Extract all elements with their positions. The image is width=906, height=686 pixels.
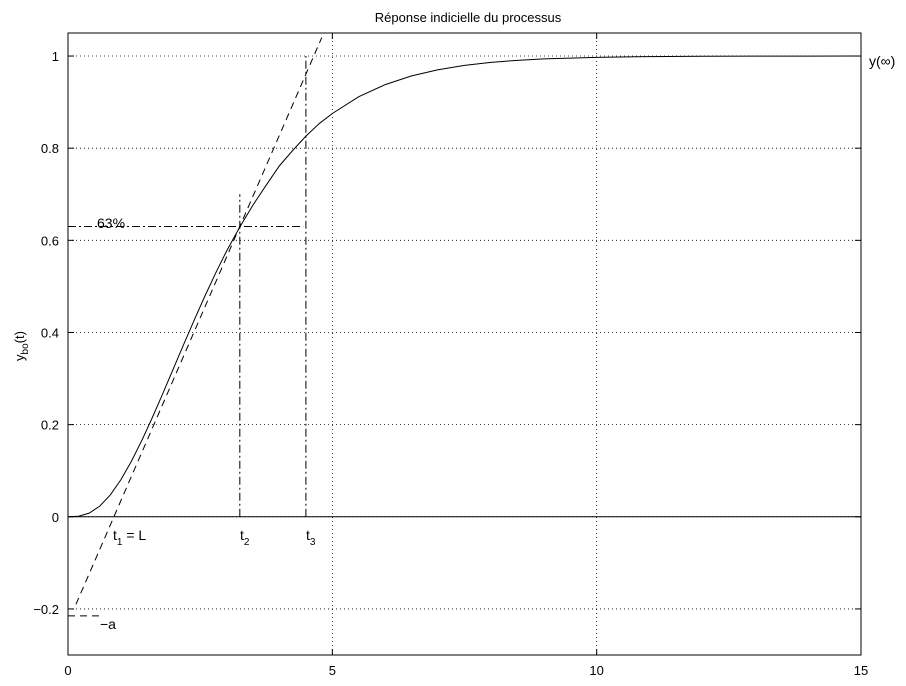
y-tick-label: 0.6 bbox=[41, 233, 59, 248]
y-tick-label: 0 bbox=[52, 510, 59, 525]
series-solid-line bbox=[67, 55, 862, 518]
y-tick-label: 1 bbox=[52, 49, 59, 64]
y-tick-label: −0.2 bbox=[33, 602, 59, 617]
annotation-t3: t3 bbox=[306, 527, 316, 548]
annotation-t1: t1 = L bbox=[113, 527, 146, 548]
axis-ticks: 0 5 10 15 −0.2 0 0.2 0.4 0.6 0.8 1 bbox=[33, 33, 868, 678]
annotation-t3-main: t bbox=[306, 527, 310, 543]
y-tick-label: 0.2 bbox=[41, 418, 59, 433]
annotation-t1-main: t bbox=[113, 527, 117, 543]
annotation-t2-sub: 2 bbox=[244, 537, 250, 548]
annotation-t1-suffix: = L bbox=[122, 527, 146, 543]
y-tick-label: 0.4 bbox=[41, 325, 59, 340]
reference-lines bbox=[68, 56, 861, 617]
annotation-t1-sub: 1 bbox=[117, 537, 123, 548]
x-tick-label: 5 bbox=[329, 663, 336, 678]
annotation-t3-sub: 3 bbox=[310, 537, 316, 548]
annotation-t2-main: t bbox=[240, 527, 244, 543]
y-axis-label-sub: bo bbox=[20, 343, 31, 355]
y-tick-label: 0.8 bbox=[41, 141, 59, 156]
annotation-t2: t2 bbox=[240, 527, 250, 548]
series-dashed-line bbox=[75, 37, 323, 605]
series-layer bbox=[67, 37, 862, 605]
annotation-a: −a bbox=[100, 616, 116, 632]
x-tick-label: 10 bbox=[589, 663, 603, 678]
annotation-63-percent: 63% bbox=[97, 215, 125, 231]
y-axis-label: ybo(t) bbox=[12, 331, 31, 361]
plot-frame bbox=[67, 32, 862, 656]
x-tick-label: 15 bbox=[854, 663, 868, 678]
y-axis-label-main: y bbox=[12, 354, 27, 361]
annotation-y-infinity: y(∞) bbox=[869, 53, 895, 69]
x-tick-label: 0 bbox=[64, 663, 71, 678]
y-axis-label-suffix: (t) bbox=[12, 331, 27, 343]
chart-title: Réponse indicielle du processus bbox=[375, 10, 562, 25]
